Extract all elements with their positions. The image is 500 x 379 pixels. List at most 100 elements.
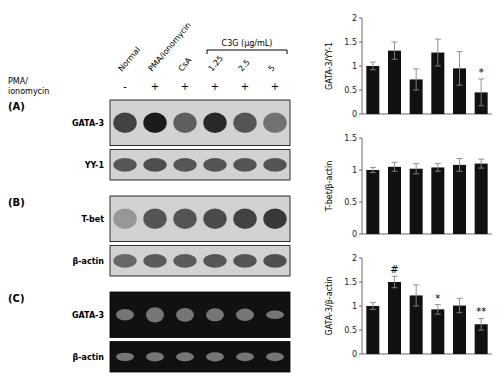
- error-bar: [435, 305, 441, 315]
- band: [173, 113, 196, 134]
- error-bar: [435, 164, 441, 172]
- band: [206, 308, 224, 321]
- lane-header: NormalPMA/ionomycinCsA1.252.55C3G (μg/mL…: [8, 21, 287, 96]
- y-tick: [359, 18, 362, 19]
- error-bar: [370, 167, 376, 172]
- blot-label: β-actin: [73, 353, 105, 362]
- y-tick-label: 0.5: [344, 198, 357, 207]
- treatment-sign: +: [151, 81, 159, 92]
- bars: [366, 158, 487, 234]
- error-bar: [457, 298, 463, 312]
- y-tick-label: 1.5: [344, 278, 357, 287]
- panel-label: (A): [8, 101, 25, 112]
- band: [113, 113, 136, 134]
- error-bar: [392, 162, 398, 171]
- error-bar: [413, 69, 419, 90]
- error-bar: [392, 42, 398, 59]
- band: [233, 209, 256, 230]
- error-bar: [457, 52, 463, 86]
- y-tick: [359, 90, 362, 91]
- y-tick-label: 0.5: [344, 86, 357, 95]
- band: [203, 254, 226, 268]
- y-tick: [359, 330, 362, 331]
- x-axis: [362, 114, 492, 115]
- treatment-sign: +: [211, 81, 219, 92]
- bar: [431, 167, 444, 234]
- y-tick: [359, 354, 362, 355]
- bar: [431, 309, 444, 354]
- error-bar: [413, 285, 419, 306]
- y-tick-label: 1: [352, 166, 357, 175]
- band: [146, 307, 164, 322]
- y-axis-label: T-bet/β-actin: [325, 161, 334, 213]
- band: [263, 209, 286, 230]
- y-axis: [362, 138, 363, 234]
- error-bar: [457, 158, 463, 171]
- bar: [453, 165, 466, 234]
- x-axis: [362, 234, 492, 235]
- blot-label: β-actin: [73, 257, 105, 266]
- lane-label: 5: [267, 64, 277, 74]
- lane-label: 2.5: [237, 58, 252, 74]
- lane-label: 1.25: [207, 54, 225, 73]
- bars: [366, 276, 487, 354]
- error-bar: [370, 62, 376, 70]
- blot-background: [110, 342, 290, 372]
- error-bar: [392, 276, 398, 288]
- y-tick-label: 2: [352, 14, 357, 23]
- band: [143, 113, 166, 134]
- bar: [410, 169, 423, 234]
- significance-label: *: [479, 67, 484, 78]
- y-tick-label: 0: [352, 110, 357, 119]
- y-tick: [359, 170, 362, 171]
- bar: [388, 51, 401, 114]
- y-tick-label: 2: [352, 254, 357, 263]
- band: [203, 209, 226, 230]
- significance-label: #: [390, 264, 398, 275]
- band: [143, 254, 166, 268]
- y-tick-label: 0.5: [344, 326, 357, 335]
- error-bar: [413, 164, 419, 174]
- treatment-sign: +: [181, 81, 189, 92]
- error-bar: [435, 39, 441, 66]
- band: [263, 254, 286, 268]
- y-tick: [359, 234, 362, 235]
- bracket-label: C3G (μg/mL): [222, 39, 273, 48]
- blot-background: [110, 150, 290, 180]
- bar: [366, 170, 379, 234]
- band: [266, 310, 284, 319]
- blot-label: T-bet: [81, 215, 104, 224]
- blot-label: GATA-3: [72, 311, 104, 320]
- figure: NormalPMA/ionomycinCsA1.252.55C3G (μg/mL…: [0, 0, 500, 379]
- band: [233, 113, 256, 134]
- band: [113, 209, 136, 230]
- y-axis-label: GATA-3/YY-1: [325, 42, 334, 90]
- blot-background: [110, 196, 290, 242]
- y-tick-label: 0: [352, 230, 357, 239]
- blot-background: [110, 292, 290, 338]
- lane-label: CsA: [177, 55, 194, 73]
- panel: (B)T-betβ-actin00.511.5T-bet/β-actin: [8, 134, 492, 276]
- y-tick-label: 1: [352, 62, 357, 71]
- blot-background: [110, 100, 290, 146]
- x-axis: [362, 354, 492, 355]
- band: [233, 254, 256, 268]
- band: [116, 353, 134, 361]
- y-tick-label: 0: [352, 350, 357, 359]
- band: [206, 352, 224, 361]
- band: [176, 308, 194, 322]
- y-tick: [359, 202, 362, 203]
- band: [146, 352, 164, 361]
- panel: (C)GATA-3β-actin00.511.52GATA-3/β-actin#…: [8, 254, 492, 372]
- band: [233, 158, 256, 172]
- bars: [366, 39, 487, 114]
- band: [143, 158, 166, 172]
- y-tick: [359, 258, 362, 259]
- band: [113, 254, 136, 268]
- bar: [366, 66, 379, 114]
- band: [266, 352, 284, 361]
- blot-label: YY-1: [84, 161, 105, 170]
- y-tick: [359, 114, 362, 115]
- panel: (A)GATA-3YY-100.511.52GATA-3/YY-1*: [8, 14, 492, 180]
- treatment-sign: -: [123, 81, 127, 92]
